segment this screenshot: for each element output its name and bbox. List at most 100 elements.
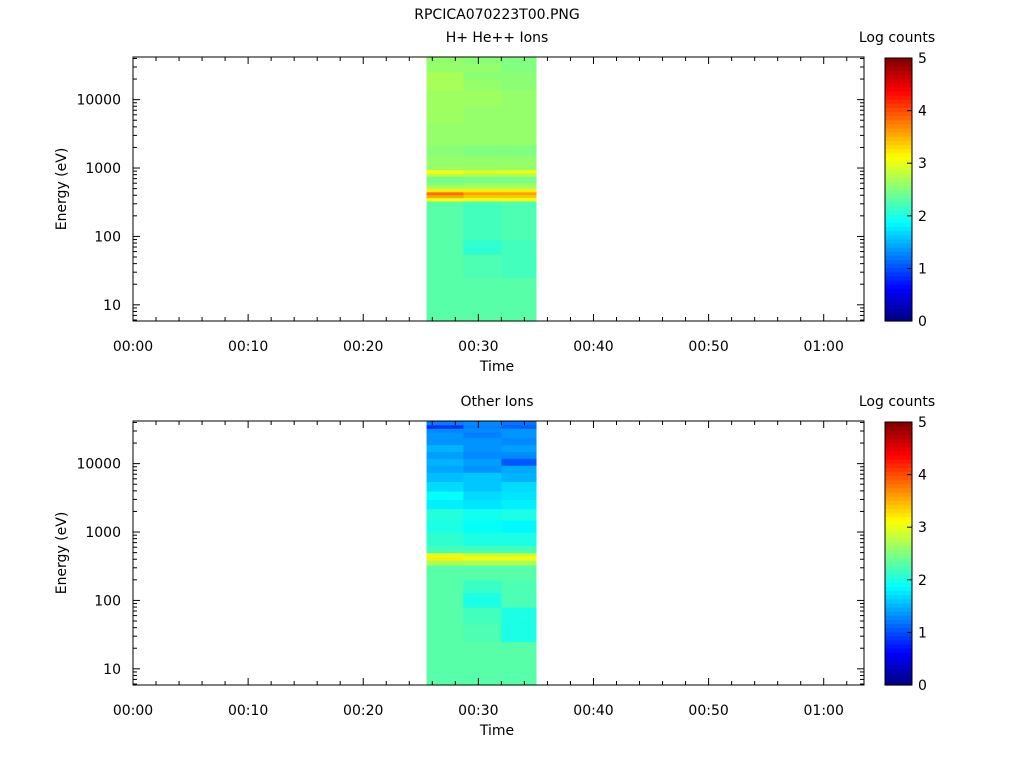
y-tick-label: 1000 bbox=[85, 525, 121, 541]
spectrogram-cell bbox=[426, 218, 464, 241]
spectrogram-cell bbox=[501, 123, 537, 146]
colorbar-segment bbox=[885, 479, 912, 485]
colorbar-segment bbox=[885, 316, 912, 322]
colorbar-tick-label: 2 bbox=[918, 573, 927, 589]
colorbar-tick-label: 2 bbox=[918, 209, 927, 225]
spectrogram-cell bbox=[501, 545, 537, 554]
spectrogram-cell bbox=[426, 89, 464, 107]
colorbar-segment bbox=[885, 648, 912, 653]
x-tick-label: 00:40 bbox=[573, 339, 613, 355]
spectrogram-cell bbox=[426, 564, 464, 581]
spectrogram-cell bbox=[501, 465, 537, 473]
spectrogram-cell bbox=[501, 458, 537, 466]
colorbar-segment bbox=[885, 197, 912, 203]
colorbar-segment bbox=[885, 582, 912, 587]
spectrogram-cell bbox=[463, 428, 502, 433]
spectrogram-cell bbox=[463, 155, 502, 171]
spectrogram-cell bbox=[463, 277, 502, 322]
spectrogram-cell bbox=[463, 579, 502, 594]
spectrogram-cell bbox=[463, 508, 502, 521]
colorbar-segment bbox=[885, 70, 912, 76]
spectrogram-cell bbox=[426, 194, 464, 199]
spectrogram-cell bbox=[501, 532, 537, 546]
spectrogram-cell bbox=[463, 552, 502, 558]
spectrogram-cell bbox=[426, 481, 464, 492]
colorbar-segment bbox=[885, 500, 912, 505]
colorbar-tick-label: 0 bbox=[918, 678, 927, 694]
spectrogram-cell bbox=[426, 592, 464, 608]
spectrogram-cell bbox=[426, 197, 464, 202]
spectrogram-cell bbox=[501, 185, 537, 190]
colorbar-segment bbox=[885, 205, 912, 211]
spectrogram-cell bbox=[501, 182, 537, 186]
spectrogram-cell bbox=[426, 556, 464, 561]
spectrogram-cell bbox=[463, 57, 502, 65]
spectrogram-cell bbox=[501, 176, 537, 183]
colorbar-segment bbox=[885, 442, 912, 448]
spectrogram-cell bbox=[501, 197, 537, 202]
y-axis-label: Energy (eV) bbox=[54, 148, 70, 231]
x-tick-label: 00:50 bbox=[688, 703, 728, 719]
spectrogram-cell bbox=[501, 57, 537, 65]
colorbar-segment bbox=[885, 242, 912, 248]
spectrogram-cell bbox=[501, 607, 537, 625]
spectrogram-cell bbox=[426, 106, 464, 124]
spectrogram-cell bbox=[463, 89, 502, 107]
spectrogram-cell bbox=[426, 169, 464, 174]
x-tick-label: 00:10 bbox=[228, 339, 268, 355]
spectrogram-cell bbox=[463, 432, 502, 439]
spectrogram-cell bbox=[463, 532, 502, 546]
spectrogram-cell bbox=[501, 451, 537, 459]
spectrogram-cell bbox=[426, 560, 464, 566]
spectrogram-cell bbox=[426, 552, 464, 558]
spectrogram-cell bbox=[501, 421, 537, 426]
colorbar-segment bbox=[885, 189, 912, 195]
spectrogram-cell bbox=[463, 472, 502, 482]
spectrogram-cell bbox=[426, 545, 464, 554]
y-axis-ticks: 10 100 1000 10000 bbox=[76, 421, 864, 685]
spectrogram-cell bbox=[463, 188, 502, 193]
y-tick-label: 10000 bbox=[76, 457, 121, 473]
spectrogram-cell bbox=[426, 432, 464, 439]
spectrogram-cell bbox=[426, 519, 464, 533]
x-axis-label: Time bbox=[479, 723, 514, 739]
spectrogram-cell bbox=[463, 424, 502, 429]
y-tick-label: 10000 bbox=[76, 93, 121, 109]
spectrogram-cell bbox=[426, 532, 464, 546]
colorbar-segment bbox=[885, 127, 912, 133]
colorbar-tick-label: 4 bbox=[918, 468, 927, 484]
spectrogram-cell bbox=[426, 641, 464, 686]
colorbar-segment bbox=[885, 463, 912, 468]
panel-title: Other Ions bbox=[460, 394, 533, 410]
spectrogram-cell bbox=[463, 123, 502, 146]
colorbar-segment bbox=[885, 111, 912, 117]
colorbar-label: Log counts bbox=[859, 30, 935, 46]
spectrogram-cell bbox=[426, 239, 464, 255]
spectrogram-cell bbox=[426, 123, 464, 146]
colorbar-segment bbox=[885, 136, 912, 141]
spectrogram-cell bbox=[426, 188, 464, 193]
spectrogram-cell bbox=[463, 254, 502, 279]
colorbar-segment bbox=[885, 606, 912, 612]
y-axis-label: Energy (eV) bbox=[54, 512, 70, 595]
spectrogram-cell bbox=[463, 556, 502, 561]
colorbar-segment bbox=[885, 557, 912, 563]
y-axis-ticks: 10 100 1000 10000 bbox=[76, 57, 864, 321]
colorbar-segment bbox=[885, 131, 912, 137]
spectrogram-cell bbox=[463, 218, 502, 241]
colorbar-segment bbox=[885, 247, 912, 252]
spectrogram-cell bbox=[501, 194, 537, 199]
colorbar-segment bbox=[885, 430, 912, 435]
spectrogram-cell bbox=[463, 64, 502, 72]
colorbar-segment bbox=[885, 94, 912, 100]
colorbar-tick-label: 3 bbox=[918, 520, 927, 536]
colorbar-segment bbox=[885, 201, 912, 207]
spectrogram-cell bbox=[501, 592, 537, 608]
spectrogram-cell bbox=[463, 607, 502, 625]
colorbar-segment bbox=[885, 635, 912, 641]
spectrogram-cell bbox=[501, 218, 537, 241]
spectrogram-cell bbox=[426, 254, 464, 279]
spectrogram-cell bbox=[501, 579, 537, 594]
colorbar-segment bbox=[885, 296, 912, 302]
colorbar-segment bbox=[885, 561, 912, 567]
